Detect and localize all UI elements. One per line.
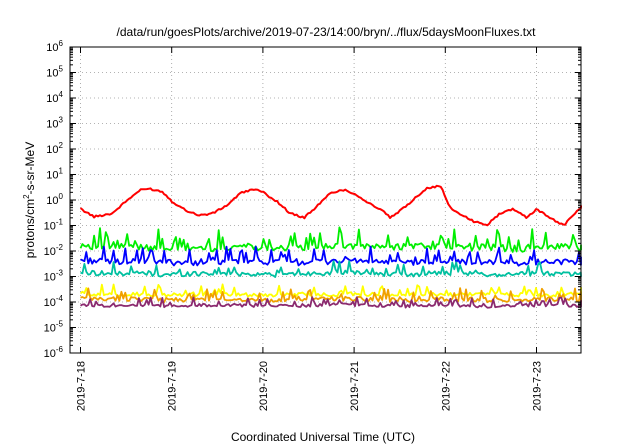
y-tick-base: 10 — [44, 221, 56, 233]
y-tick-label: 104 — [46, 90, 63, 105]
y-tick-base: 10 — [46, 195, 58, 207]
y-tick-exp: 6 — [59, 39, 64, 48]
y-tick-exp: 4 — [59, 90, 64, 99]
grid — [70, 47, 581, 353]
y-tick-base: 10 — [44, 246, 56, 258]
y-tick-label: 10-6 — [44, 345, 64, 360]
series-line — [80, 245, 582, 267]
y-tick-base: 10 — [46, 42, 58, 54]
series-line — [79, 184, 582, 227]
y-tick-base: 10 — [46, 119, 58, 131]
y-tick-label: 10-5 — [44, 320, 64, 335]
y-tick-base: 10 — [46, 144, 58, 156]
y-tick-label: 105 — [46, 65, 63, 80]
x-axis-title: Coordinated Universal Time (UTC) — [231, 430, 415, 444]
y-tick-exp: -3 — [56, 269, 64, 278]
series-line — [79, 226, 582, 253]
y-tick-base: 10 — [44, 323, 56, 335]
y-tick-label: 103 — [46, 116, 63, 131]
y-axis-title: protons/cm2-s-sr-MeV — [22, 142, 37, 258]
x-tick-labels: 2019-7-18 2019-7-19 2019-7-20 2019-7-21 2019… — [76, 361, 544, 411]
chart-title: /data/run/goesPlots/archive/2019-07-23/1… — [117, 25, 537, 39]
y-tick-label: 10-4 — [44, 294, 64, 309]
y-tick-base: 10 — [46, 68, 58, 80]
x-tick-label: 2019-7-18 — [76, 361, 88, 411]
x-tick-label: 2019-7-21 — [349, 361, 361, 411]
y-axis-title-base: protons/cm — [23, 199, 37, 258]
y-tick-exp: -2 — [56, 243, 64, 252]
y-tick-label: 102 — [46, 141, 63, 156]
y-axis-title-rest: -s-sr-MeV — [23, 142, 37, 195]
y-tick-label: 10-1 — [44, 218, 64, 233]
y-tick-label: 10-3 — [44, 269, 64, 284]
y-axis-title-exp: 2 — [22, 194, 31, 199]
ticks — [70, 46, 581, 354]
y-tick-exp: -1 — [56, 218, 64, 227]
y-tick-exp: -4 — [56, 294, 64, 303]
y-tick-label: 101 — [46, 167, 63, 182]
y-tick-label: 100 — [46, 192, 63, 207]
y-tick-base: 10 — [46, 170, 58, 182]
x-tick-label: 2019-7-19 — [167, 361, 179, 411]
y-tick-label: 10-2 — [44, 243, 64, 258]
x-tick-label: 2019-7-20 — [258, 361, 270, 411]
y-tick-exp: -5 — [56, 320, 64, 329]
y-tick-base: 10 — [46, 93, 58, 105]
y-tick-label: 106 — [46, 39, 63, 54]
y-tick-base: 10 — [44, 348, 56, 360]
series-line — [80, 287, 582, 304]
y-tick-exp: 0 — [59, 192, 64, 201]
y-tick-exp: 1 — [59, 167, 64, 176]
y-tick-exp: 3 — [59, 116, 64, 125]
series-line — [80, 260, 582, 279]
y-tick-labels: 10610510410310210110010-110-210-310-410-… — [44, 39, 64, 360]
x-tick-label: 2019-7-23 — [532, 361, 544, 411]
x-tick-label: 2019-7-22 — [440, 361, 452, 411]
y-tick-exp: 5 — [59, 65, 64, 74]
series-layer — [79, 184, 582, 309]
series-line — [79, 296, 582, 309]
y-tick-base: 10 — [44, 297, 56, 309]
y-tick-exp: -6 — [56, 345, 64, 354]
series-line — [79, 283, 582, 298]
y-tick-base: 10 — [44, 272, 56, 284]
y-tick-exp: 2 — [59, 141, 64, 150]
